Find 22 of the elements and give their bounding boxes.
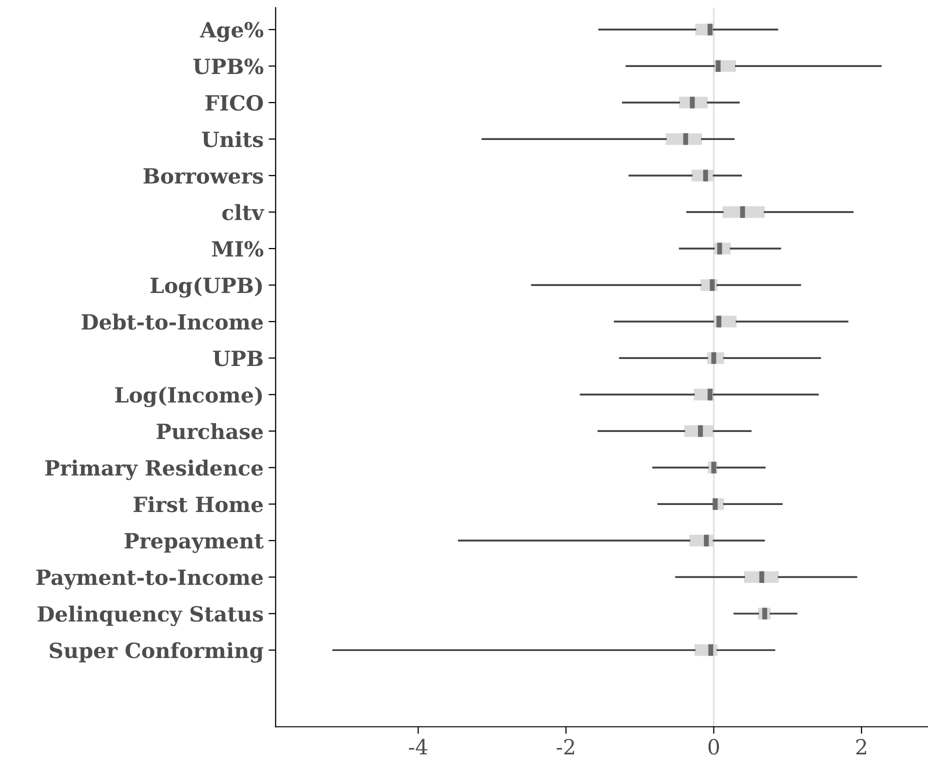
y-tick-label: Log(Income): [115, 386, 262, 408]
y-tick-label: Age%: [200, 22, 264, 42]
y-tick-label: Borrowers: [144, 168, 263, 184]
y-tick-label: Debt-to-Income: [82, 314, 263, 330]
y-tick-label: Purchase: [156, 423, 263, 440]
y-tick-label: First Home: [134, 496, 263, 512]
y-tick-label: Units: [202, 131, 263, 148]
y-tick-label: Delinquency Status: [38, 606, 263, 626]
x-tick-label: -2: [556, 738, 574, 754]
y-tick-label: FICO: [206, 95, 263, 111]
y-tick-label: Super Conforming: [50, 642, 264, 663]
y-tick-label: cltv: [222, 204, 264, 220]
y-tick-label: UPB%: [193, 58, 264, 74]
y-tick-label: Primary Residence: [45, 460, 263, 480]
y-tick-label: UPB: [213, 350, 263, 366]
x-tick-label: 0: [708, 738, 719, 755]
y-tick-label: MI%: [212, 241, 264, 257]
y-tick-label: Prepayment: [124, 533, 264, 553]
y-tick-label: Log(UPB): [150, 277, 262, 298]
y-tick-label: Payment-to-Income: [36, 570, 263, 590]
x-tick-label: 2: [856, 738, 866, 754]
x-tick-label: -4: [408, 738, 428, 754]
